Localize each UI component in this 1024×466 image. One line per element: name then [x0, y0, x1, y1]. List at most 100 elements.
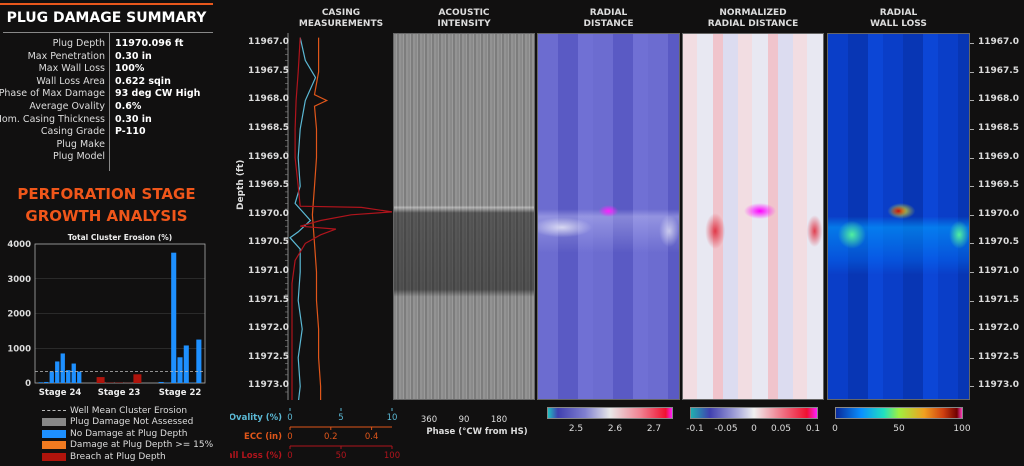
growth-title: PERFORATION STAGE GROWTH ANALYSIS — [0, 183, 213, 227]
summary-label: Max Penetration — [27, 50, 105, 62]
legend-item: Well Mean Cluster Erosion — [42, 405, 187, 416]
summary-label: Phase of Max Damage — [0, 88, 105, 100]
depth-tick-label: 11967.0 — [248, 37, 289, 48]
depth-tick-label: 11968.0 — [248, 94, 289, 105]
header-acoustic: ACOUSTIC INTENSITY — [437, 8, 491, 29]
y-tick-label: 3000 — [7, 275, 31, 285]
casing-measurements-track — [285, 33, 392, 400]
depth-tick — [970, 329, 974, 331]
summary-row: Max Penetration 0.30 in — [0, 51, 230, 64]
summary-label: Nom. Casing Thickness — [0, 113, 105, 125]
phase-tick-label: 90 — [459, 415, 470, 425]
depth-tick-label: 11970.5 — [248, 237, 289, 248]
depth-tick — [970, 386, 974, 388]
bar — [60, 353, 65, 383]
bar — [77, 371, 82, 383]
bar — [133, 374, 142, 383]
phase-tick-label: 360 — [421, 415, 437, 425]
ovality-scale-label: Ovality (%) — [230, 413, 282, 423]
bar — [158, 381, 164, 383]
depth-tick — [970, 157, 974, 159]
depth-tick — [970, 214, 974, 216]
summary-label: Plug Depth — [52, 38, 105, 49]
phase-axis-label: Phase (°CW from HS) — [426, 427, 527, 437]
scale-tick-label: 5 — [338, 413, 343, 423]
summary-row: Plug Model — [0, 151, 230, 164]
header-radial: RADIAL DISTANCE — [583, 8, 634, 29]
summary-row: Plug Make — [0, 139, 230, 152]
summary-label: Average Ovality — [29, 101, 105, 112]
depth-tick — [970, 243, 974, 245]
normalized-colorbar — [690, 407, 818, 419]
colorbar-tick-label: 0 — [832, 424, 838, 434]
divider — [109, 33, 110, 171]
colorbar-tick-label: -0.1 — [686, 424, 704, 434]
depth-tick-label: 11972.0 — [978, 323, 1019, 334]
bar — [44, 381, 49, 383]
colorbar-tick-label: 50 — [893, 424, 905, 434]
scale-tick-label: 100 — [384, 451, 400, 461]
bar — [66, 370, 71, 383]
legend-swatch — [42, 441, 66, 449]
phase-tick-label: 180 — [491, 415, 507, 425]
y-tick-label: 0 — [25, 379, 31, 389]
summary-value: 0.30 in — [115, 113, 152, 125]
summary-value: P-110 — [115, 126, 146, 138]
legend-item: No Damage at Plug Depth — [42, 428, 187, 439]
acoustic-intensity-image — [393, 33, 535, 400]
ecc-curve — [311, 37, 329, 400]
header-wallloss: RADIAL WALL LOSS — [870, 8, 927, 29]
summary-label: Plug Make — [56, 138, 105, 150]
summary-value: 0.30 in — [115, 50, 152, 62]
summary-row: Max Wall Loss 100% — [0, 63, 230, 76]
bar — [71, 363, 76, 383]
legend-swatch — [42, 410, 66, 411]
depth-tick-label: 11969.5 — [978, 180, 1019, 191]
summary-label: Max Wall Loss — [38, 63, 105, 75]
depth-tick — [970, 186, 974, 188]
depth-tick — [970, 357, 974, 359]
depth-tick-label: 11969.5 — [248, 180, 289, 191]
legend-label: No Damage at Plug Depth — [70, 428, 188, 439]
summary-label: Wall Loss Area — [36, 75, 105, 87]
y-tick-label: 4000 — [7, 240, 31, 250]
colorbar-tick-label: 100 — [953, 424, 971, 434]
scale-tick-label: 0 — [287, 451, 292, 461]
depth-tick — [970, 129, 974, 131]
bar — [171, 252, 177, 383]
ovality-curve — [289, 37, 317, 400]
legend-label: Damage at Plug Depth >= 15% — [70, 440, 214, 450]
colorbar-tick-label: 0.1 — [805, 424, 821, 434]
depth-tick-label: 11970.5 — [978, 237, 1019, 248]
bar — [55, 361, 60, 383]
bar — [183, 345, 189, 383]
scale-tick-label: 0.4 — [365, 432, 379, 442]
summary-row: Nom. Casing Thickness 0.30 in — [0, 114, 230, 127]
depth-tick-label: 11971.0 — [978, 265, 1019, 276]
summary-row: Wall Loss Area 0.622 sqin — [0, 76, 230, 89]
depth-tick-label: 11969.0 — [978, 151, 1019, 162]
bar — [49, 371, 54, 383]
legend-label: Plug Damage Not Assessed — [70, 417, 194, 427]
legend-label: Breach at Plug Depth — [70, 451, 166, 462]
summary-value: 11970.096 ft — [115, 38, 184, 49]
depth-tick-label: 11968.0 — [978, 94, 1019, 105]
depth-tick-label: 11970.0 — [978, 208, 1019, 219]
scale-tick-label: 0 — [287, 432, 292, 442]
depth-tick-label: 11969.0 — [248, 151, 289, 162]
growth-title-line1: PERFORATION STAGE — [17, 185, 196, 203]
depth-tick-label: 11971.0 — [248, 265, 289, 276]
legend-item: Plug Damage Not Assessed — [42, 417, 193, 428]
summary-value: 0.6% — [115, 101, 142, 112]
depth-tick — [970, 71, 974, 73]
depth-tick — [970, 271, 974, 273]
legend-swatch — [42, 418, 66, 426]
summary-row: Phase of Max Damage 93 deg CW High — [0, 88, 230, 101]
colorbar-tick-label: 2.6 — [607, 424, 623, 434]
scale-tick-label: 0.2 — [324, 432, 338, 442]
depth-tick-label: 11968.5 — [978, 123, 1019, 134]
cluster-erosion-chart: Total Cluster Erosion (%) 0 1000 2000 3000 40… — [7, 233, 206, 398]
radial-wall-loss-image — [827, 33, 970, 400]
depth-tick-label: 11972.0 — [248, 323, 289, 334]
scale-tick-label: 50 — [336, 451, 347, 461]
